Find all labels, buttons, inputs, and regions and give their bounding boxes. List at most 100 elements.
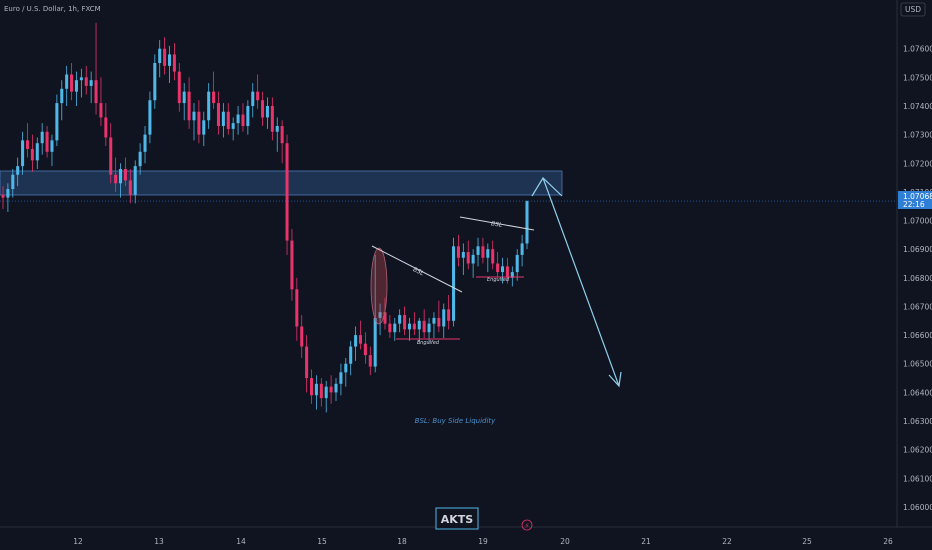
price-tick-label: 1.06800	[903, 274, 932, 283]
candle-body	[25, 140, 30, 149]
candle	[16, 157, 20, 187]
candle	[363, 332, 367, 364]
currency-button[interactable]	[900, 2, 926, 17]
candle	[158, 40, 162, 78]
candle	[368, 346, 372, 376]
candle-body	[510, 272, 514, 278]
candle	[275, 117, 279, 152]
candle	[241, 103, 245, 132]
candle-body	[16, 166, 20, 175]
candle-body	[349, 346, 353, 364]
candle	[104, 103, 108, 147]
candle-body	[496, 263, 500, 273]
price-axis[interactable]: 1.076001.075001.074001.073001.072001.071…	[903, 45, 932, 512]
candle-body	[500, 266, 505, 273]
candle-body	[339, 372, 343, 384]
candle-body	[427, 323, 431, 333]
price-tick-label: 1.06400	[903, 388, 932, 397]
candle	[50, 134, 54, 167]
projection-down-line	[542, 177, 620, 387]
candle	[295, 277, 299, 341]
candle-body	[138, 151, 142, 167]
candle-body	[505, 266, 509, 278]
candle-body	[334, 383, 338, 393]
price-tick-label: 1.07000	[903, 217, 932, 226]
candle-body	[35, 143, 39, 161]
candle	[500, 257, 505, 284]
candle	[138, 143, 142, 175]
price-tick-label: 1.07600	[903, 45, 932, 54]
candle-body	[295, 289, 299, 327]
candle	[373, 254, 377, 373]
candle	[172, 42, 176, 81]
candle-body	[128, 180, 132, 195]
candle	[128, 168, 132, 204]
candle	[412, 312, 416, 336]
candle	[123, 157, 127, 187]
candle-body	[11, 174, 15, 190]
candle-body	[177, 71, 181, 104]
candle-body	[393, 323, 397, 333]
candle	[197, 100, 201, 144]
candle	[510, 266, 514, 287]
bsl-trendline-2	[459, 216, 535, 231]
candle-body	[231, 123, 235, 129]
time-tick-label: 21	[641, 537, 651, 546]
candle	[310, 369, 314, 404]
candle-body	[236, 114, 240, 124]
time-axis[interactable]: 12 13 14 15 18 19 20 21 22 25 26	[73, 537, 893, 546]
candle	[11, 168, 15, 198]
candle-body	[143, 134, 147, 152]
candle-body	[275, 126, 279, 132]
candle	[496, 252, 500, 278]
candle	[202, 111, 206, 147]
price-tick-label: 1.06200	[903, 446, 932, 455]
candle-body	[305, 346, 309, 379]
engulfed-label-2: Engulfed	[487, 277, 510, 283]
candles-group	[1, 22, 529, 413]
candle-body	[40, 131, 44, 144]
candle	[45, 126, 49, 158]
candle	[25, 123, 30, 158]
lightning-bolt-icon	[521, 519, 533, 531]
candle-body	[182, 91, 186, 104]
candle	[329, 375, 333, 404]
candle-body	[89, 80, 93, 86]
price-tick-label: 1.06100	[903, 474, 932, 483]
candle	[177, 63, 181, 112]
engulfed-label-1: Engulfed	[417, 340, 440, 346]
time-tick-label: 25	[802, 537, 812, 546]
price-tick-label: 1.07300	[903, 131, 932, 140]
candle-body	[221, 111, 225, 127]
candle	[383, 297, 387, 330]
candle	[207, 83, 211, 129]
price-tick-label: 1.07400	[903, 102, 932, 111]
candle-body	[197, 111, 201, 135]
candle	[486, 243, 490, 273]
candle	[305, 335, 309, 393]
candle	[265, 97, 269, 129]
candle	[109, 123, 113, 184]
candle	[447, 295, 451, 330]
candle	[515, 249, 519, 281]
candle-body	[84, 77, 88, 86]
time-tick-label: 22	[722, 537, 732, 546]
candle	[452, 237, 456, 327]
candle-body	[207, 91, 211, 121]
akts-logo-box	[435, 507, 479, 530]
candle-body	[461, 252, 465, 258]
candle	[212, 71, 216, 109]
candle	[456, 234, 460, 267]
candle-body	[373, 317, 377, 367]
highlight-ellipse	[370, 247, 388, 325]
candle	[285, 134, 289, 255]
candle-body	[515, 254, 519, 273]
candle-body	[104, 117, 108, 138]
candle	[344, 358, 348, 387]
candle	[407, 317, 411, 341]
candle-body	[324, 386, 328, 399]
time-tick-label: 14	[236, 537, 246, 546]
candle	[221, 103, 225, 138]
